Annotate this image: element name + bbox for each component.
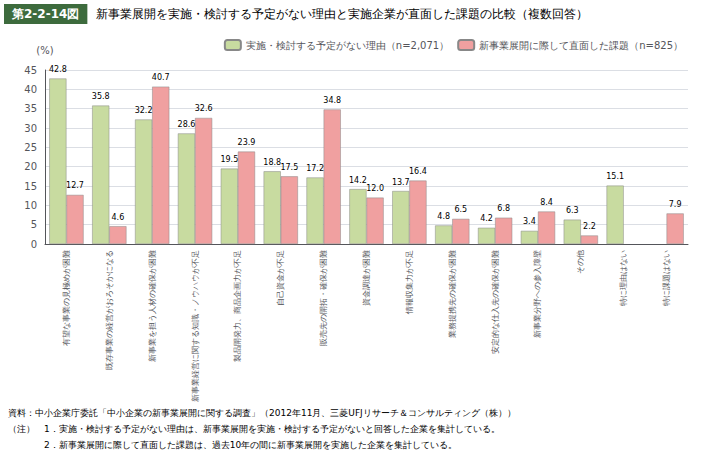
svg-text:17.5: 17.5 bbox=[280, 163, 298, 172]
svg-text:5: 5 bbox=[31, 219, 37, 230]
svg-text:13.7: 13.7 bbox=[392, 178, 410, 187]
svg-text:新事業分野への参入障壁: 新事業分野への参入障壁 bbox=[533, 250, 542, 338]
svg-text:3.4: 3.4 bbox=[523, 217, 536, 226]
svg-text:新事業を担う人材の確保が困難: 新事業を担う人材の確保が困難 bbox=[148, 250, 157, 362]
svg-text:10: 10 bbox=[24, 200, 37, 211]
svg-text:35.8: 35.8 bbox=[92, 92, 110, 101]
svg-text:情報収集力が不足: 情報収集力が不足 bbox=[405, 250, 414, 315]
svg-text:15: 15 bbox=[24, 181, 37, 192]
svg-text:42.8: 42.8 bbox=[49, 65, 67, 74]
svg-text:新事業展開に際して直面した課題（n=825）: 新事業展開に際して直面した課題（n=825） bbox=[479, 40, 683, 51]
svg-text:製品開発力、商品企画力が不足: 製品開発力、商品企画力が不足 bbox=[233, 250, 242, 362]
svg-text:第2-2-14図: 第2-2-14図 bbox=[11, 7, 79, 21]
svg-text:（注） 1．実施・検討する予定がない理由は、新事業展開を実施: （注） 1．実施・検討する予定がない理由は、新事業展開を実施・検討する予定がない… bbox=[8, 424, 500, 434]
svg-text:2．新事業展開に際して直面した課題は、過去10年の間に新事業: 2．新事業展開に際して直面した課題は、過去10年の間に新事業展開を実施した企業を… bbox=[8, 440, 457, 450]
svg-text:30: 30 bbox=[24, 123, 37, 134]
svg-text:0: 0 bbox=[31, 239, 37, 250]
svg-text:資料：中小企業庁委託「中小企業の新事業展開に関する調査」（2: 資料：中小企業庁委託「中小企業の新事業展開に関する調査」（2012年11月、三菱… bbox=[8, 408, 516, 418]
svg-text:8.4: 8.4 bbox=[540, 198, 553, 207]
svg-text:45: 45 bbox=[24, 65, 37, 76]
svg-text:35: 35 bbox=[24, 103, 37, 114]
svg-text:新事業展開を実施・検討する予定がない理由と実施企業が直面した: 新事業展開を実施・検討する予定がない理由と実施企業が直面した課題の比較（複数回答… bbox=[96, 7, 588, 21]
svg-text:(%): (%) bbox=[36, 45, 53, 56]
svg-text:4.8: 4.8 bbox=[437, 212, 450, 221]
svg-text:資金調達が困難: 資金調達が困難 bbox=[362, 250, 371, 306]
svg-text:特に課題はない: 特に課題はない bbox=[662, 250, 671, 306]
svg-text:23.9: 23.9 bbox=[238, 138, 256, 147]
svg-text:4.2: 4.2 bbox=[480, 214, 493, 223]
svg-text:その他: その他 bbox=[576, 250, 585, 274]
svg-text:28.6: 28.6 bbox=[178, 120, 196, 129]
svg-text:特に理由はない: 特に理由はない bbox=[619, 250, 628, 306]
svg-text:14.2: 14.2 bbox=[349, 176, 367, 185]
svg-text:自己資金が不足: 自己資金が不足 bbox=[276, 250, 285, 306]
svg-text:34.8: 34.8 bbox=[323, 96, 341, 105]
svg-text:6.8: 6.8 bbox=[497, 204, 510, 213]
svg-text:40: 40 bbox=[24, 84, 37, 95]
svg-text:17.2: 17.2 bbox=[306, 164, 324, 173]
svg-text:実施・検討する予定がない理由（n=2,071）: 実施・検討する予定がない理由（n=2,071） bbox=[246, 40, 449, 51]
svg-text:32.2: 32.2 bbox=[135, 106, 153, 115]
svg-text:2.2: 2.2 bbox=[583, 222, 596, 231]
svg-text:6.5: 6.5 bbox=[454, 205, 467, 214]
svg-text:16.4: 16.4 bbox=[409, 167, 427, 176]
svg-text:安定的な仕入先の確保が困難: 安定的な仕入先の確保が困難 bbox=[491, 250, 500, 354]
svg-text:19.5: 19.5 bbox=[220, 155, 238, 164]
svg-text:新事業経営に関する知識・ノウハウが不足: 新事業経営に関する知識・ノウハウが不足 bbox=[191, 250, 200, 402]
svg-text:有望な事業の見極めが困難: 有望な事業の見極めが困難 bbox=[62, 250, 71, 346]
svg-text:販売先の開拓・確保が困難: 販売先の開拓・確保が困難 bbox=[319, 250, 328, 346]
svg-text:20: 20 bbox=[24, 161, 37, 172]
svg-text:6.3: 6.3 bbox=[566, 206, 579, 215]
svg-text:12.0: 12.0 bbox=[366, 184, 384, 193]
svg-text:12.7: 12.7 bbox=[66, 181, 84, 190]
svg-text:既存事業の経営がおろそかになる: 既存事業の経営がおろそかになる bbox=[105, 250, 114, 370]
svg-text:15.1: 15.1 bbox=[606, 172, 624, 181]
svg-text:18.8: 18.8 bbox=[263, 158, 281, 167]
svg-text:25: 25 bbox=[24, 142, 37, 153]
svg-text:7.9: 7.9 bbox=[669, 200, 682, 209]
svg-text:32.6: 32.6 bbox=[195, 104, 213, 113]
svg-text:業務提携先の確保が困難: 業務提携先の確保が困難 bbox=[448, 250, 457, 338]
svg-text:4.6: 4.6 bbox=[112, 213, 125, 222]
svg-text:40.7: 40.7 bbox=[152, 73, 170, 82]
